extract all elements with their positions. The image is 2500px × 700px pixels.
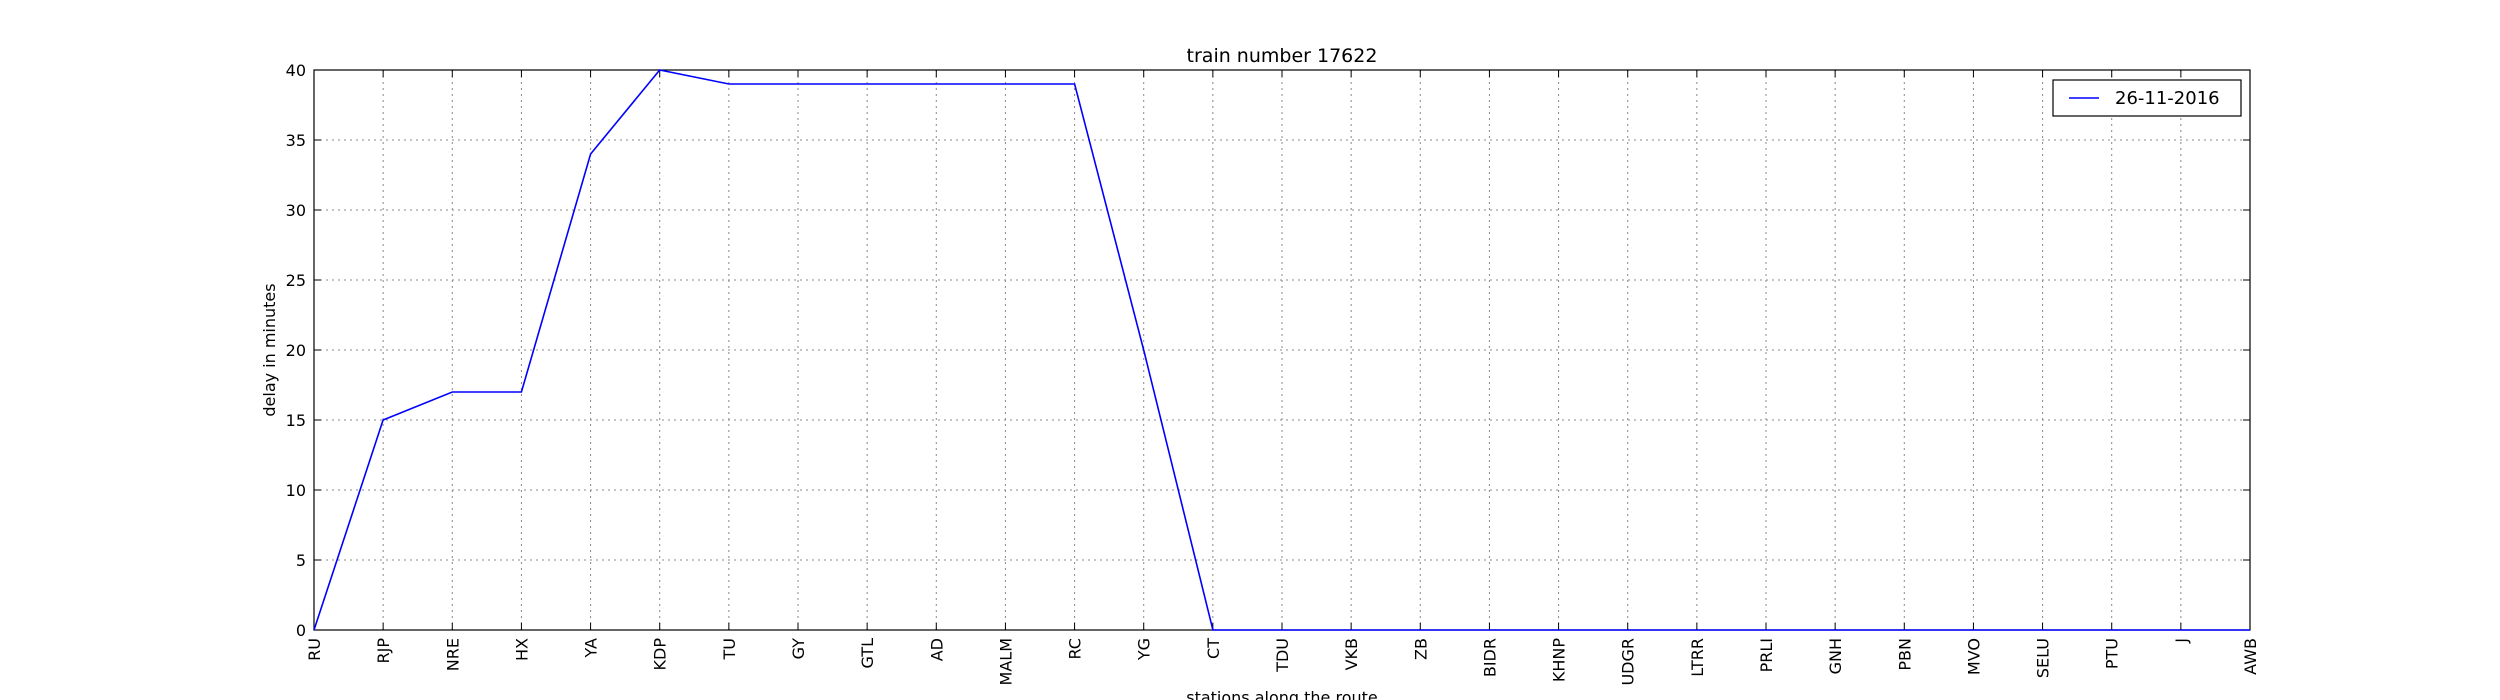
y-tick-label: 10 [286,481,306,500]
x-tick-label: NRE [443,638,462,671]
x-tick-label: HX [512,638,531,661]
legend-label: 26-11-2016 [2115,88,2220,109]
y-axis-ticks: 0 5 10 15 20 25 30 35 40 [286,61,2250,640]
x-axis-label: stations along the route [1186,688,1378,700]
x-tick-label: AWB [2241,638,2260,675]
x-tick-label: RU [305,638,324,661]
x-tick-label: CT [1204,638,1223,659]
y-tick-label: 30 [286,201,306,220]
x-tick-label: TU [720,638,739,660]
x-tick-label: GTL [858,638,877,669]
x-tick-label: AD [927,638,946,661]
x-tick-label: TDU [1273,638,1292,673]
x-tick-label: VKB [1342,638,1361,670]
y-axis-label: delay in minutes [260,283,279,416]
grid-lines [313,69,2251,631]
y-tick-label: 35 [286,131,306,150]
x-tick-label: LTRR [1688,638,1707,677]
x-tick-label: J [2172,638,2191,644]
y-tick-label: 20 [286,341,306,360]
x-tick-label: ZB [1411,638,1430,660]
y-tick-label: 40 [286,61,306,80]
x-tick-label: GY [789,638,808,660]
x-tick-label: KDP [651,638,670,671]
x-tick-label: UDGR [1619,638,1638,686]
y-tick-label: 25 [286,271,306,290]
y-tick-label: 5 [296,551,306,570]
x-tick-label: BIDR [1480,638,1499,677]
x-tick-label: PTU [2103,638,2122,669]
x-tick-label: RC [1066,638,1085,660]
legend-box [2052,79,2242,117]
y-tick-label: 15 [286,411,306,430]
x-axis-ticks: RU RJP NRE HX YA KDP TU GY GTL AD MALM RC YG CT TDU VKB… [305,70,2260,686]
x-tick-label: GNH [1826,638,1845,674]
x-tick-label: KHNP [1550,638,1569,682]
x-tick-label: PBN [1895,638,1914,671]
x-tick-label: RJP [374,638,393,664]
x-tick-label: MVO [1964,638,1983,675]
x-tick-label: SELU [2034,638,2053,678]
y-tick-label: 0 [296,621,306,640]
x-tick-label: MALM [996,638,1015,685]
chart-title: train number 17622 [1187,45,1378,67]
legend: 26-11-2016 [2052,79,2242,117]
series-line [313,69,2250,631]
x-tick-label: YA [582,638,601,659]
x-tick-label: PRLI [1757,638,1776,672]
x-tick-label: YG [1135,638,1154,661]
series-lines [313,69,2250,631]
